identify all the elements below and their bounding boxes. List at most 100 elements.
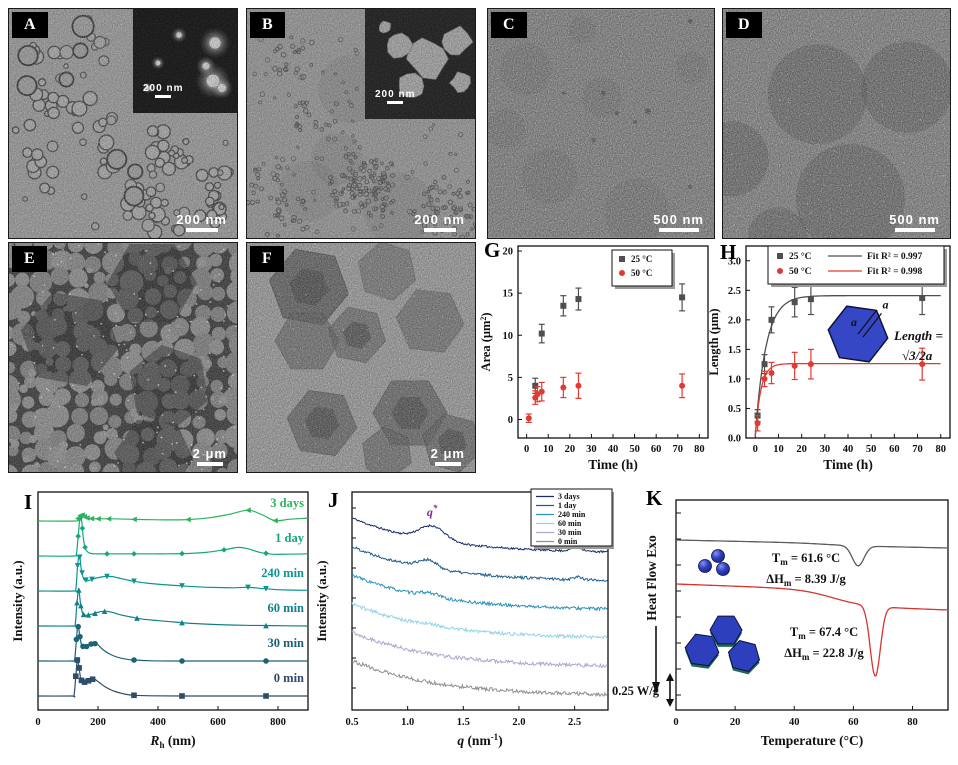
x-tick-label: 20 — [796, 444, 807, 455]
fit-curve — [754, 294, 941, 436]
saxs-curve — [351, 517, 608, 554]
data-marker — [75, 533, 81, 539]
data-marker — [807, 361, 814, 368]
x-tick-label: 10 — [773, 444, 784, 455]
data-marker — [221, 547, 227, 553]
scalebar-e-bar — [196, 462, 223, 466]
legend-label: 50 °C — [631, 268, 652, 278]
grain-overlay — [723, 9, 950, 238]
data-marker — [754, 420, 761, 427]
x-tick-label: 400 — [150, 717, 166, 728]
data-marker — [85, 677, 92, 684]
x-tick-label: 40 — [843, 444, 854, 455]
legend-label: 1 day — [558, 501, 576, 510]
x-tick-label: 70 — [673, 444, 684, 455]
data-marker — [761, 375, 768, 382]
y-axis-label: Intensity (a.u.) — [316, 560, 329, 641]
curve-time-label: 240 min — [261, 566, 304, 580]
x-tick-label: 40 — [608, 444, 619, 455]
inset-label-a: a — [882, 297, 888, 311]
data-marker — [179, 658, 185, 664]
data-marker — [263, 693, 269, 699]
x-tick-label: 60 — [651, 444, 662, 455]
tem-image-a — [9, 9, 237, 238]
data-marker — [525, 415, 532, 422]
data-marker — [575, 296, 582, 303]
x-tick-label: 0.5 — [345, 717, 358, 728]
curve-time-label: 3 days — [270, 496, 304, 510]
chart-length-vs-time-plot: 0 10 20 30 40 50 60 70 80 0.0 0.5 1.0 1.5 2.0 2.5 3.0 Ti… — [707, 245, 951, 472]
legend-label: 50 °C — [789, 266, 812, 277]
data-marker — [532, 382, 539, 389]
data-marker — [263, 586, 269, 592]
sphere-icon — [716, 562, 730, 576]
sphere-icon — [698, 559, 712, 573]
data-marker — [79, 525, 86, 532]
y-axis-label: Length (μm) — [707, 308, 721, 375]
tem-panel-d: D 500 nm — [722, 8, 951, 239]
data-marker — [263, 658, 269, 664]
x-tick-label: 30 — [820, 444, 831, 455]
y-tick-label: 0.0 — [728, 434, 741, 445]
x-tick-label: 1.0 — [401, 717, 414, 728]
data-marker — [761, 361, 768, 368]
tem-panel-a: A 200 nm 200 nm — [8, 8, 238, 239]
plot-frame — [37, 491, 309, 711]
scalebar-a-text: 200 nm — [176, 212, 227, 227]
scalebar-f: 2 μm — [431, 446, 465, 466]
y-tick-label: 15 — [503, 289, 514, 300]
data-marker — [131, 551, 137, 557]
dsc-annotation: Tm = 67.4 °C — [790, 625, 858, 641]
scalebar-e-text: 2 μm — [192, 446, 227, 461]
data-marker — [80, 611, 87, 618]
x-tick-label: 0 — [524, 444, 529, 455]
data-marker — [95, 516, 101, 522]
data-marker — [560, 384, 567, 391]
dls-curve — [37, 589, 309, 628]
data-marker — [245, 507, 251, 513]
data-marker — [85, 612, 92, 618]
inset-formula: √3/2a — [902, 348, 933, 363]
grain-overlay — [488, 10, 714, 237]
grain-overlay — [9, 243, 237, 472]
dsc-annotation: Tm = 61.6 °C — [772, 551, 840, 567]
scalebar-a: 200 nm — [176, 212, 227, 232]
chart-area-vs-time-plot: 0 10 20 30 40 50 60 70 80 0 5 10 15 20 Time (h) Area (μ… — [479, 245, 709, 472]
saxs-curve — [351, 573, 609, 612]
x-tick-label: 1.5 — [457, 717, 470, 728]
data-marker — [919, 361, 926, 368]
x-tick-label: 80 — [694, 444, 705, 455]
x-tick-label: 0 — [673, 717, 678, 728]
data-marker — [131, 657, 137, 663]
y-tick-label: 1.5 — [728, 345, 741, 356]
inset-scalebar-b: 200 nm — [375, 89, 415, 104]
saxs-curve — [351, 630, 608, 668]
dsc-curve-spheres — [676, 539, 948, 567]
data-marker — [679, 382, 686, 389]
panel-label-a: A — [12, 12, 48, 38]
data-marker — [104, 573, 110, 580]
chart-dsc: 0 20 40 60 80 Temperature (°C) Heat Flow Exo Tm… — [610, 478, 958, 765]
data-marker — [82, 544, 88, 551]
data-marker — [679, 294, 686, 301]
data-marker — [78, 602, 84, 609]
x-tick-label: 20 — [565, 444, 576, 455]
scalebar-d: 500 nm — [889, 212, 940, 232]
y-tick-label: 1.0 — [728, 374, 741, 385]
x-axis-label: Temperature (°C) — [761, 733, 864, 748]
panel-label-i: I — [24, 490, 33, 514]
dsc-curve-hexagons — [676, 583, 949, 677]
data-marker — [777, 268, 783, 274]
chart-dls-intensity-plot: 0 200 400 600 800 Rh (nm) Intensity (a.u.) 0 mi… — [12, 491, 309, 750]
tem-image-f — [247, 243, 475, 472]
data-marker — [575, 382, 582, 389]
legend-fit-label: Fit R² = 0.998 — [867, 267, 922, 277]
inset-scalebar-a-text: 200 nm — [143, 83, 184, 94]
scalebar-e: 2 μm — [193, 446, 227, 466]
data-marker — [179, 583, 185, 589]
heat-flow-scale-label: 0.25 W/g — [612, 684, 660, 698]
x-tick-label: 200 — [90, 717, 106, 728]
plot-frame — [675, 499, 949, 711]
data-marker — [179, 550, 185, 557]
data-marker — [89, 576, 95, 583]
